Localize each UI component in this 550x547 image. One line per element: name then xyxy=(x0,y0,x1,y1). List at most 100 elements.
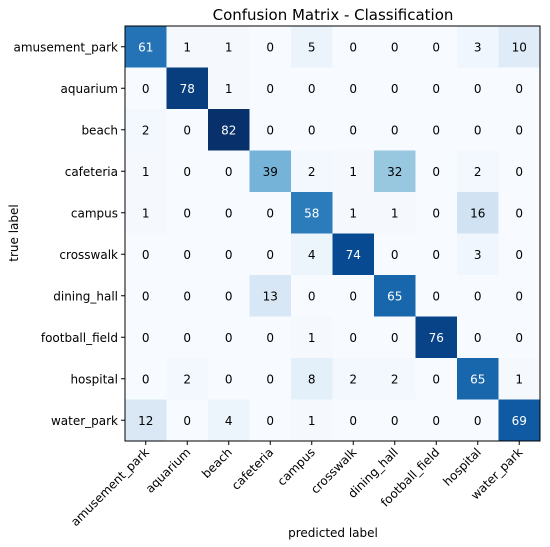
heatmap-cell xyxy=(374,150,416,193)
cell-value-label: 0 xyxy=(432,82,440,96)
cell-value-label: 1 xyxy=(515,372,523,386)
cell-value-label: 0 xyxy=(391,82,399,96)
heatmap-cell xyxy=(498,358,541,400)
cell-value-label: 2 xyxy=(349,372,357,386)
cell-value-label: 0 xyxy=(391,248,399,262)
heatmap-cell xyxy=(291,67,333,110)
heatmap-cell xyxy=(208,150,250,193)
heatmap-cell xyxy=(249,192,292,234)
cell-value-label: 0 xyxy=(225,248,233,262)
heatmap-cell xyxy=(415,150,458,193)
heatmap-cell xyxy=(208,67,250,110)
cell-value-label: 1 xyxy=(349,206,357,220)
heatmap-cell xyxy=(498,150,541,193)
cell-value-label: 0 xyxy=(266,40,274,54)
cell-value-label: 0 xyxy=(183,123,191,137)
heatmap-cell xyxy=(374,233,416,276)
heatmap-cell xyxy=(166,358,209,400)
cell-value-label: 69 xyxy=(512,414,527,428)
heatmap-cell xyxy=(249,67,292,110)
y-tick-label: dining_hall xyxy=(53,289,118,303)
cell-value-label: 0 xyxy=(474,123,482,137)
heatmap-cell xyxy=(125,109,167,151)
heatmap-cell xyxy=(291,192,333,234)
cell-value-label: 0 xyxy=(183,331,191,345)
heatmap-cell xyxy=(208,233,250,276)
heatmap-cell xyxy=(208,358,250,400)
heatmap-cell xyxy=(166,399,209,442)
y-tick-label: crosswalk xyxy=(59,248,118,262)
cell-value-label: 0 xyxy=(515,123,523,137)
heatmap-cell xyxy=(415,192,458,234)
heatmap-cell xyxy=(498,316,541,359)
heatmap-cell xyxy=(249,26,292,68)
cell-value-label: 0 xyxy=(474,331,482,345)
heatmap-cell xyxy=(166,275,209,317)
cell-value-label: 0 xyxy=(391,40,399,54)
x-tick-label: amusement_park xyxy=(68,445,152,529)
cell-value-label: 2 xyxy=(308,165,316,179)
y-tick-label: cafeteria xyxy=(65,165,118,179)
heatmap-cell xyxy=(208,192,250,234)
heatmap-cell xyxy=(291,275,333,317)
cell-value-label: 0 xyxy=(225,289,233,303)
cell-value-label: 1 xyxy=(142,165,150,179)
heatmap-cell xyxy=(249,316,292,359)
heatmap-cell xyxy=(249,275,292,317)
heatmap-cell xyxy=(166,109,209,151)
cell-value-label: 0 xyxy=(349,289,357,303)
cell-value-label: 0 xyxy=(474,414,482,428)
heatmap-cell xyxy=(125,358,167,400)
cell-value-label: 1 xyxy=(225,40,233,54)
cell-value-label: 78 xyxy=(180,82,195,96)
cell-value-label: 0 xyxy=(474,289,482,303)
cell-value-label: 0 xyxy=(515,206,523,220)
y-tick-label: amusement_park xyxy=(13,40,118,54)
heatmap-cell xyxy=(332,233,375,276)
cell-value-label: 5 xyxy=(308,40,316,54)
heatmap-cell xyxy=(457,192,499,234)
cell-value-label: 58 xyxy=(304,206,319,220)
cell-value-label: 0 xyxy=(349,414,357,428)
cell-value-label: 82 xyxy=(221,123,236,137)
heatmap-cell xyxy=(374,358,416,400)
heatmap-cell xyxy=(249,233,292,276)
cell-value-label: 0 xyxy=(432,248,440,262)
cell-value-label: 8 xyxy=(308,372,316,386)
heatmap-cell xyxy=(374,316,416,359)
cell-value-label: 0 xyxy=(225,165,233,179)
heatmap-cell xyxy=(457,275,499,317)
cell-value-label: 0 xyxy=(515,289,523,303)
cell-value-label: 1 xyxy=(391,206,399,220)
heatmap-cell xyxy=(374,26,416,68)
heatmap-cell xyxy=(332,109,375,151)
cell-value-label: 61 xyxy=(138,40,153,54)
y-tick-label: aquarium xyxy=(61,82,119,96)
cell-value-label: 2 xyxy=(391,372,399,386)
cell-value-label: 0 xyxy=(225,331,233,345)
heatmap-cell xyxy=(166,233,209,276)
heatmap-cell xyxy=(208,26,250,68)
x-axis-label: predicted label xyxy=(288,526,378,540)
heatmap-cell xyxy=(125,275,167,317)
cell-value-label: 10 xyxy=(512,40,527,54)
heatmap-cell xyxy=(332,316,375,359)
cell-value-label: 0 xyxy=(308,82,316,96)
cell-value-label: 39 xyxy=(263,165,278,179)
heatmap-cell xyxy=(125,399,167,442)
cell-value-label: 0 xyxy=(515,165,523,179)
cell-value-label: 32 xyxy=(387,165,402,179)
heatmap-cell xyxy=(457,233,499,276)
cell-value-label: 1 xyxy=(225,82,233,96)
heatmap-cell xyxy=(415,358,458,400)
y-tick-label: football_field xyxy=(41,331,118,345)
cell-value-label: 0 xyxy=(183,414,191,428)
cell-value-label: 0 xyxy=(432,40,440,54)
heatmap-cell xyxy=(332,275,375,317)
heatmap-cell xyxy=(415,67,458,110)
heatmap-cell xyxy=(457,67,499,110)
cell-value-label: 16 xyxy=(470,206,485,220)
heatmap-cell xyxy=(415,26,458,68)
heatmap-cell xyxy=(374,109,416,151)
heatmap-cell xyxy=(498,67,541,110)
